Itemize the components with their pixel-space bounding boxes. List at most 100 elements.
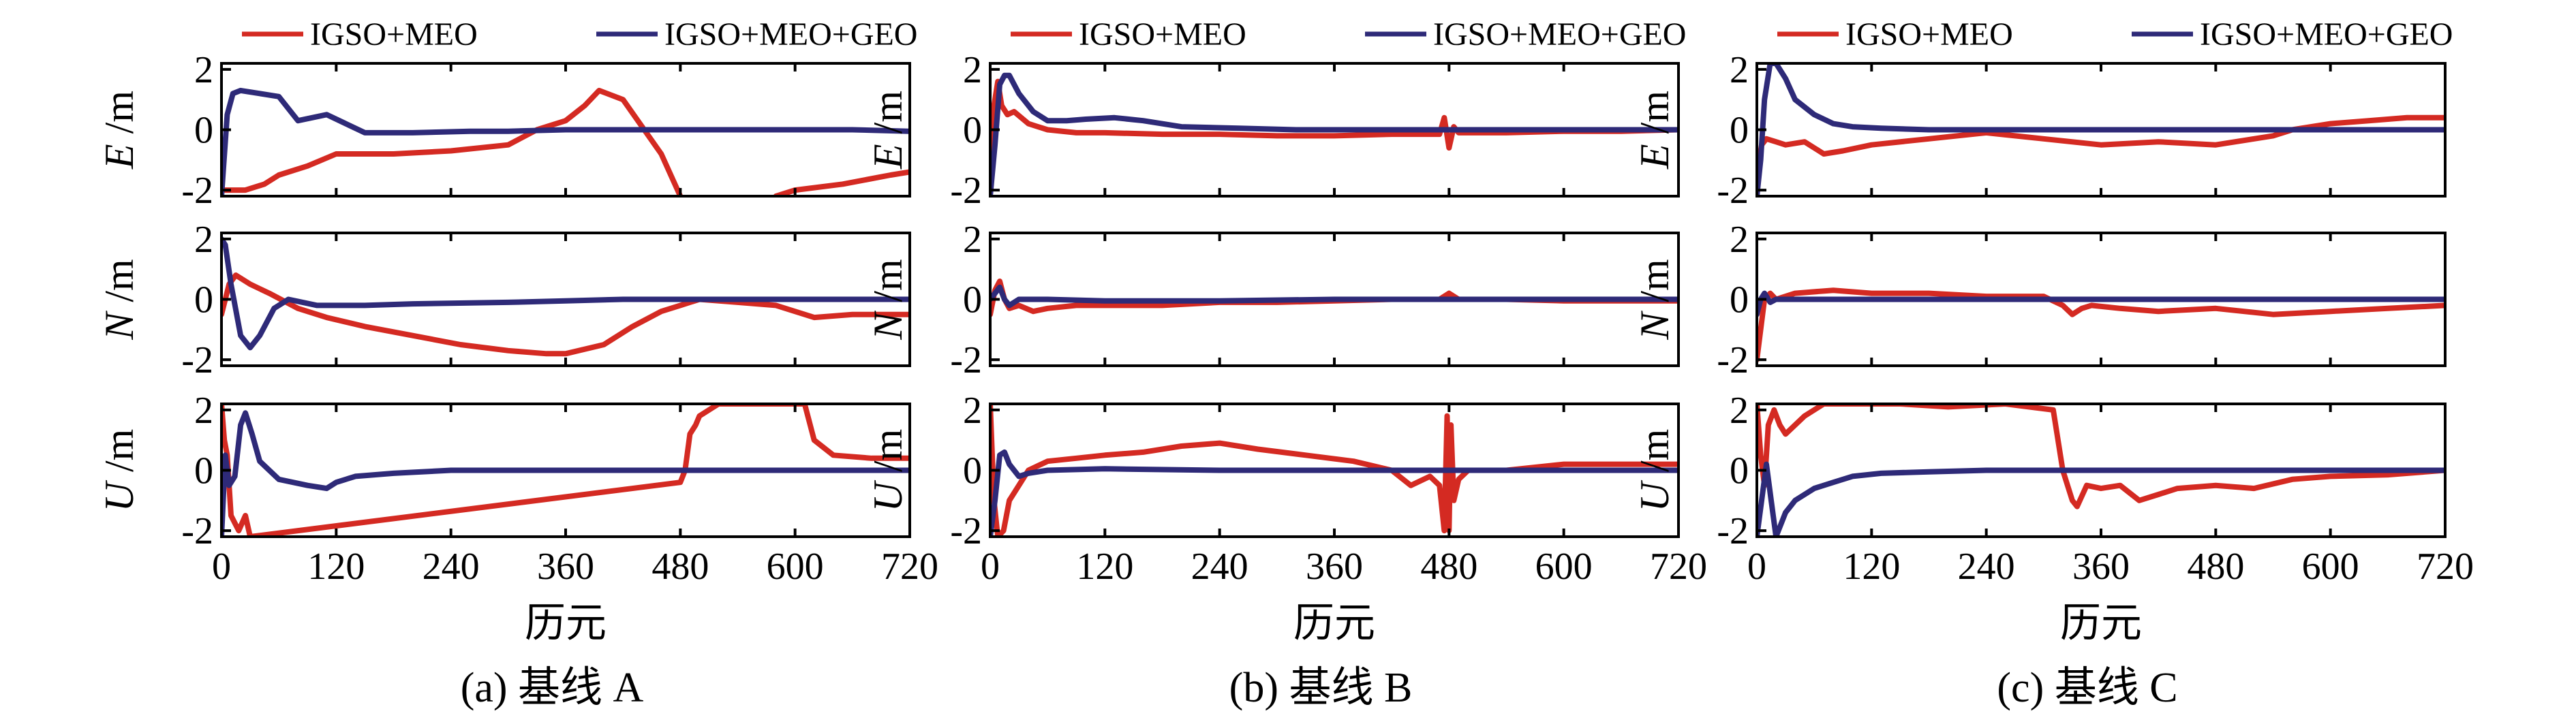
- x-tick-label: 120: [1843, 546, 1900, 588]
- x-tick-label: 720: [1650, 546, 1707, 588]
- series-igso-meo-geo-line: [221, 236, 910, 351]
- y-tick-label: 2: [963, 49, 982, 91]
- y-axis-label: E /m: [865, 91, 910, 170]
- y-tick-label: -2: [181, 170, 213, 212]
- y-tick-label: 0: [1730, 450, 1749, 492]
- y-tick-label: -2: [1717, 510, 1749, 552]
- y-tick-label: 0: [194, 279, 213, 321]
- y-axis-label: U /m: [865, 429, 910, 512]
- y-tick-label: -2: [1717, 339, 1749, 381]
- panel-e: -2 0 2 E /m: [1632, 49, 2447, 212]
- y-axis-var: U: [97, 479, 142, 511]
- x-tick-label: 0: [212, 546, 231, 588]
- y-tick-label: 2: [194, 219, 213, 261]
- x-tick-label: 360: [2072, 546, 2130, 588]
- x-tick-label: 600: [767, 546, 824, 588]
- y-axis-unit: /m: [865, 429, 910, 482]
- y-axis-var: E: [97, 144, 142, 170]
- y-tick-label: 0: [1730, 279, 1749, 321]
- y-axis-unit: /m: [1632, 429, 1677, 482]
- y-tick-label: 2: [1730, 219, 1749, 261]
- panel-e: -2 0 2 E /m: [865, 49, 1680, 212]
- x-axis-label: 历元: [1293, 601, 1375, 646]
- y-axis-label: N /m: [97, 259, 142, 340]
- y-axis-unit: /m: [1632, 91, 1677, 144]
- y-axis-label: E /m: [1632, 91, 1677, 170]
- y-tick-label: -2: [181, 339, 213, 381]
- subfigure-caption: (a) 基线 A: [461, 665, 644, 711]
- y-axis-unit: /m: [1632, 259, 1677, 312]
- x-tick-label: 600: [2302, 546, 2359, 588]
- x-tick-label: 0: [981, 546, 1000, 588]
- x-tick-label: 360: [1306, 546, 1363, 588]
- y-tick-label: 0: [963, 279, 982, 321]
- y-axis-var: U: [1632, 479, 1677, 511]
- y-axis-var: N: [97, 311, 142, 341]
- y-tick-label: -2: [950, 510, 982, 552]
- x-tick-label: 600: [1535, 546, 1593, 588]
- x-tick-label: 0: [1747, 546, 1766, 588]
- y-axis-unit: /m: [865, 91, 910, 144]
- y-tick-label: 2: [1730, 390, 1749, 432]
- y-tick-label: 0: [1730, 110, 1749, 152]
- y-tick-label: 2: [963, 390, 982, 432]
- series-igso-meo-line: [221, 272, 910, 357]
- y-tick-label: 0: [963, 450, 982, 492]
- y-axis-var: E: [1632, 144, 1677, 170]
- series-igso-meo-geo-line: [1757, 461, 2445, 537]
- legend-label-0: IGSO+MEO: [1079, 16, 1246, 52]
- panel-n: -2 0 2 N /m: [1632, 219, 2447, 381]
- y-tick-label: -2: [950, 339, 982, 381]
- panel-n: -2 0 2 N /m: [97, 219, 911, 381]
- x-tick-label: 720: [881, 546, 938, 588]
- legend-label-1: IGSO+MEO+GEO: [664, 16, 917, 52]
- series-igso-meo-geo-line: [990, 72, 1678, 196]
- y-tick-label: 2: [1730, 49, 1749, 91]
- panel-u: -2 0 2 U /m: [1632, 390, 2447, 552]
- subfigure-caption: (c) 基线 C: [1997, 665, 2177, 711]
- x-tick-label: 120: [307, 546, 365, 588]
- x-tick-label: 360: [537, 546, 594, 588]
- y-axis-var: U: [865, 479, 910, 511]
- y-tick-label: 2: [963, 219, 982, 261]
- y-axis-label: U /m: [1632, 429, 1677, 512]
- y-tick-label: -2: [950, 170, 982, 212]
- x-tick-label: 240: [1191, 546, 1248, 588]
- series-igso-meo-line: [990, 404, 1678, 537]
- y-tick-label: 2: [194, 390, 213, 432]
- series-igso-meo-geo-line: [221, 410, 910, 537]
- y-tick-label: -2: [1717, 170, 1749, 212]
- y-tick-label: 2: [194, 49, 213, 91]
- y-axis-unit: /m: [97, 429, 142, 482]
- y-tick-label: 0: [194, 450, 213, 492]
- subfigure-caption: (b) 基线 B: [1229, 665, 1413, 711]
- series-igso-meo-line: [221, 87, 910, 196]
- legend-label-0: IGSO+MEO: [1845, 16, 2013, 52]
- panel-n: -2 0 2 N /m: [865, 219, 1680, 381]
- y-axis-label: N /m: [865, 259, 910, 340]
- series-igso-meo-line: [221, 404, 910, 537]
- panel-u: -2 0 2 U /m: [865, 390, 1680, 552]
- series-igso-meo-geo-line: [990, 449, 1678, 537]
- legend-label-0: IGSO+MEO: [310, 16, 478, 52]
- legend-label-1: IGSO+MEO+GEO: [1433, 16, 1686, 52]
- series-igso-meo-geo-line: [1757, 290, 2445, 317]
- x-tick-label: 240: [423, 546, 480, 588]
- x-tick-label: 480: [1420, 546, 1477, 588]
- y-tick-label: 0: [963, 110, 982, 152]
- y-axis-unit: /m: [865, 259, 910, 312]
- y-axis-unit: /m: [97, 259, 142, 312]
- x-tick-label: 120: [1076, 546, 1133, 588]
- x-tick-label: 240: [1958, 546, 2015, 588]
- y-axis-var: N: [865, 311, 910, 341]
- x-tick-label: 720: [2417, 546, 2474, 588]
- y-axis-label: U /m: [97, 429, 142, 512]
- panel-e: -2 0 2 E /m: [97, 49, 911, 212]
- series-igso-meo-geo-line: [221, 87, 910, 196]
- series-igso-meo-geo-line: [990, 284, 1678, 309]
- y-tick-label: 0: [194, 110, 213, 152]
- y-axis-label: N /m: [1632, 259, 1677, 340]
